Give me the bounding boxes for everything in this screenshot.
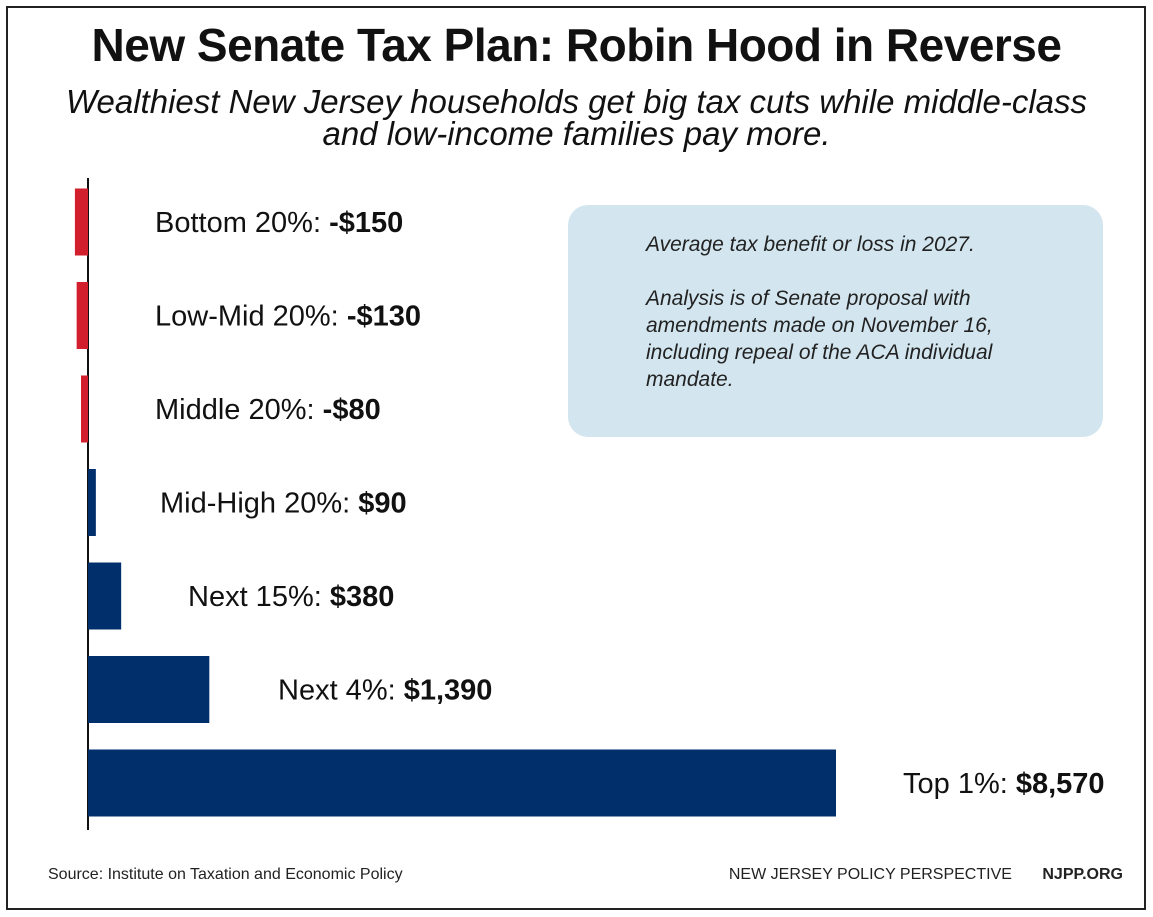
- bar-0: [74, 188, 88, 256]
- bar-5: [88, 656, 210, 723]
- bar-label-3: Mid-High 20%: $90: [160, 488, 407, 520]
- category-label-1: Low-Mid 20%:: [155, 301, 347, 333]
- category-label-5: Next 4%:: [278, 675, 404, 707]
- org-url: NJPP.ORG: [1042, 866, 1123, 883]
- bar-4: [88, 562, 122, 630]
- category-label-6: Top 1%:: [903, 768, 1016, 800]
- value-label-6: $8,570: [1016, 768, 1105, 800]
- value-label-1: -$130: [347, 301, 421, 333]
- org-name: NEW JERSEY POLICY PERSPECTIVE: [728, 866, 1012, 883]
- category-label-4: Next 15%:: [188, 581, 330, 613]
- bar-3: [88, 469, 96, 536]
- bar-label-0: Bottom 20%: -$150: [155, 207, 403, 239]
- source-note: Source: Institute on Taxation and Econom…: [48, 866, 403, 883]
- note-box: Average tax benefit or loss in 2027. Ana…: [568, 205, 1103, 437]
- category-label-3: Mid-High 20%:: [160, 488, 358, 520]
- bar-label-1: Low-Mid 20%: -$130: [155, 301, 421, 333]
- footer-branding: NEW JERSEY POLICY PERSPECTIVE NJPP.ORG: [729, 866, 1123, 884]
- value-label-0: -$150: [329, 207, 403, 239]
- bar-2: [81, 375, 88, 443]
- value-label-5: $1,390: [404, 675, 493, 707]
- subtitle-line-2: and low-income families pay more.: [322, 115, 831, 152]
- note-line-1: Average tax benefit or loss in 2027.: [646, 233, 975, 256]
- bar-label-4: Next 15%: $380: [188, 581, 394, 613]
- value-label-4: $380: [330, 581, 395, 613]
- chart-title: New Senate Tax Plan: Robin Hood in Rever…: [91, 19, 1062, 71]
- category-label-2: Middle 20%:: [155, 394, 323, 426]
- category-label-0: Bottom 20%:: [155, 207, 329, 239]
- note-line-2: Analysis is of Senate proposal with amen…: [646, 287, 993, 391]
- value-label-3: $90: [358, 488, 406, 520]
- value-label-2: -$80: [323, 394, 381, 426]
- subtitle-line-1: Wealthiest New Jersey households get big…: [65, 83, 1088, 120]
- bar-label-6: Top 1%: $8,570: [903, 768, 1105, 800]
- bar-1: [76, 282, 88, 349]
- chart-subtitle: Wealthiest New Jersey households get big…: [0, 83, 1153, 152]
- bar-label-2: Middle 20%: -$80: [155, 394, 381, 426]
- bar-6: [88, 749, 836, 817]
- bar-label-5: Next 4%: $1,390: [278, 675, 492, 707]
